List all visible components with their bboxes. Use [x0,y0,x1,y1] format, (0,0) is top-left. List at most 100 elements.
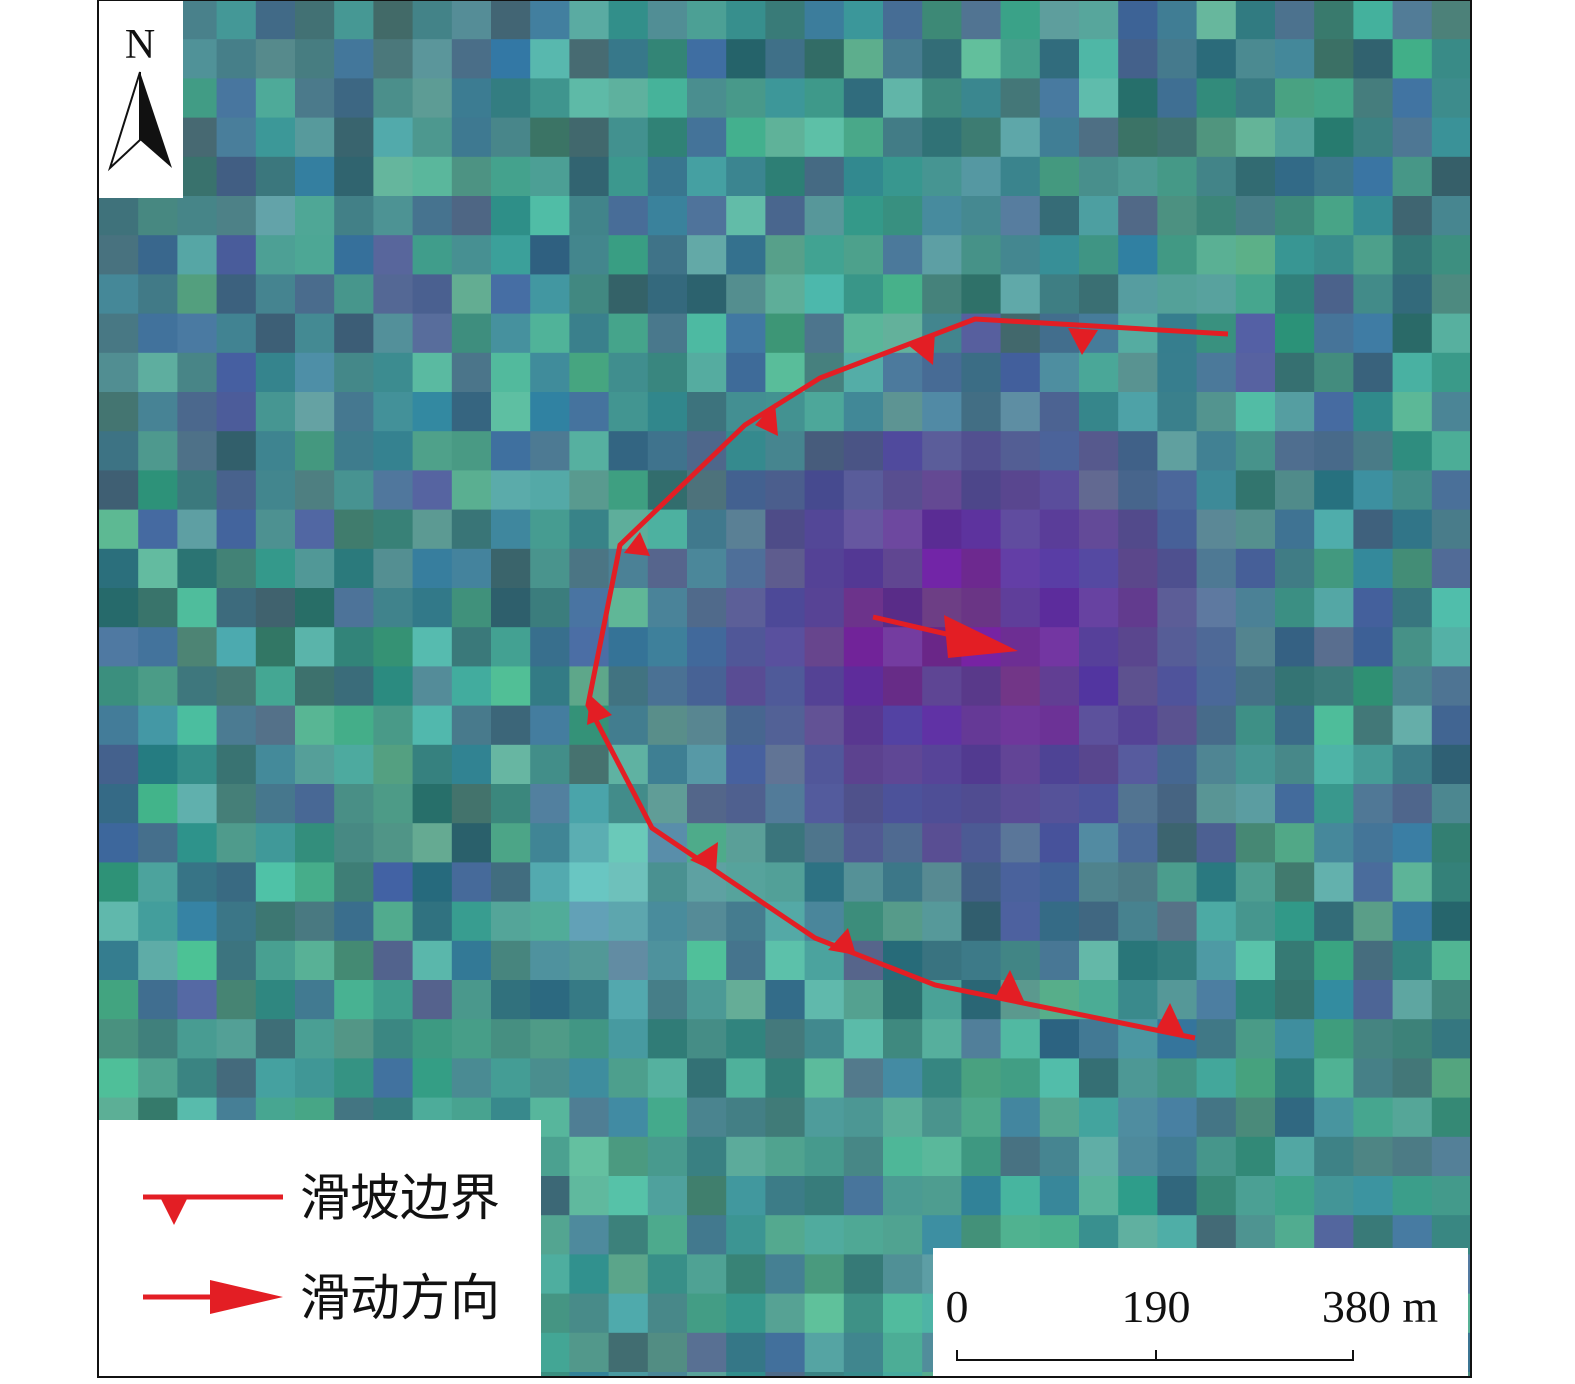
raster-cell [216,431,257,471]
raster-cell [138,627,178,667]
raster-cell [843,548,884,589]
raster-cell [765,1058,806,1099]
raster-cell [138,980,178,1020]
landslide-boundary [585,316,1229,1041]
raster-cell [412,313,453,354]
raster-cell [1118,470,1158,511]
raster-cell [1118,862,1158,903]
raster-cell [491,78,531,119]
raster-cell [1157,901,1198,942]
raster-cell [647,1332,688,1373]
raster-cell [530,196,570,236]
raster-cell [99,980,139,1020]
raster-cell [961,862,1002,903]
raster-cell [1314,588,1354,628]
raster-cell [1431,470,1470,511]
raster-cell [765,39,806,79]
raster-cell [373,1058,414,1099]
raster-cell [451,980,492,1020]
raster-cell [255,509,296,550]
raster-cell [922,78,962,119]
raster-cell [1000,784,1041,824]
raster-cell [804,1058,845,1099]
raster-cell [961,901,1002,942]
raster-cell [1392,901,1433,942]
raster-cell [1157,509,1198,550]
raster-cell [255,39,296,79]
raster-cell [1275,588,1315,628]
raster-cell [1118,1058,1158,1099]
raster-cell [451,1019,492,1059]
raster-cell [491,705,531,746]
raster-cell [1157,352,1198,393]
raster-cell [765,823,806,863]
raster-cell [1039,1097,1080,1138]
raster-cell [1314,1136,1354,1177]
raster-cell [843,862,884,903]
raster-cell [843,470,884,511]
raster-cell [1431,1176,1470,1216]
raster-cell [1039,509,1080,550]
raster-cell [412,392,453,432]
raster-cell [1431,901,1470,942]
raster-cell [569,196,610,236]
raster-cell [1196,666,1237,707]
raster-cell [216,509,257,550]
raster-cell [1000,940,1041,981]
raster-cell [1275,1136,1315,1177]
raster-cell [530,313,570,354]
raster-cell [177,940,218,981]
raster-cell [765,980,806,1020]
raster-cell [1235,666,1276,707]
raster-cell [961,509,1002,550]
raster-cell [334,117,374,158]
raster-cell [569,352,610,393]
raster-cell [412,274,453,315]
raster-cell [726,156,766,197]
raster-cell [922,235,962,275]
raster-cell [99,705,139,746]
raster-cell [687,1097,727,1138]
raster-cell [1392,431,1433,471]
raster-cell [726,1293,766,1334]
raster-cell [687,548,727,589]
raster-cell [1431,39,1470,79]
raster-cell [177,117,218,158]
raster-cell [295,980,335,1020]
raster-cell [295,1019,335,1059]
raster-cell [961,1097,1002,1138]
raster-cell [1118,784,1158,824]
raster-cell [647,744,688,785]
raster-cell [1235,548,1276,589]
raster-cell [451,784,492,824]
raster-cell [1235,509,1276,550]
raster-cell [1079,784,1119,824]
raster-cell [608,156,649,197]
raster-cell [1000,470,1041,511]
raster-cell [1314,78,1354,119]
raster-cell [1039,1019,1080,1059]
raster-cell [922,705,962,746]
raster-cell [1275,666,1315,707]
raster-cell [608,1176,649,1216]
raster-cell [1157,666,1198,707]
raster-cell [491,235,531,275]
raster-cell [373,392,414,432]
raster-cell [1392,156,1433,197]
raster-cell [1196,980,1237,1020]
raster-cell [608,784,649,824]
raster-cell [569,862,610,903]
raster-cell [1235,1097,1276,1138]
raster-cell [1000,705,1041,746]
raster-cell [843,117,884,158]
raster-cell [647,117,688,158]
raster-cell [255,313,296,354]
raster-cell [1039,627,1080,667]
raster-cell [1079,78,1119,119]
raster-cell [961,235,1002,275]
raster-cell [922,901,962,942]
raster-cell [1275,313,1315,354]
raster-cell [412,78,453,119]
raster-cell [765,705,806,746]
